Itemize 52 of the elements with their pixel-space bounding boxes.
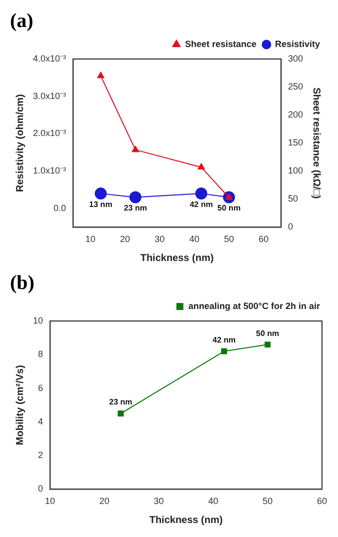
y-tick-label: 0	[38, 484, 44, 494]
x-tick-label: 20	[120, 234, 130, 244]
point	[132, 146, 139, 152]
x-axis-title: Thickness (nm)	[149, 514, 223, 526]
y-tick-label: 4	[38, 416, 44, 426]
x-tick-label: 30	[154, 234, 165, 244]
x-tick-label: 40	[189, 234, 200, 244]
x-tick-label: 30	[154, 496, 164, 506]
y2-tick-label: 0	[288, 222, 293, 232]
y-tick-label: 6	[38, 382, 44, 393]
y-tick-label: 2.0x10⁻³	[32, 128, 66, 138]
annotation: 13 nm	[89, 200, 112, 209]
annotation: 23 nm	[109, 398, 132, 407]
annotation: 50 nm	[256, 328, 280, 338]
y2-tick-label: 200	[288, 110, 304, 120]
y-tick-label: 1.0x10⁻³	[32, 166, 66, 176]
x-tick-label: 60	[258, 234, 269, 244]
y-tick-label: 4.0x10⁻³	[32, 53, 66, 64]
legend-label: Sheet resistance	[184, 38, 256, 49]
point	[97, 72, 104, 78]
y-tick-label: 0.0	[54, 202, 66, 213]
x-tick-label: 60	[316, 496, 327, 506]
point	[264, 342, 271, 348]
legend-label: annealing at 500°C for 2h in air	[188, 300, 320, 311]
annotation: 42 nm	[212, 335, 236, 344]
y2-tick-label: 250	[288, 82, 304, 92]
x-tick-label: 10	[85, 234, 96, 244]
y-tick-label: 8	[38, 349, 44, 360]
y2-axis-title: Sheet resistance (kΩ/□)	[310, 87, 322, 199]
y-axis-title: Resistivity (ohm/cm)	[14, 94, 26, 192]
point	[118, 410, 124, 416]
y2-tick-label: 50	[288, 194, 298, 204]
x-tick-label: 40	[208, 496, 218, 506]
y2-tick-label: 300	[288, 53, 304, 64]
legend-label: Resistivity	[274, 38, 320, 49]
x-axis-title: Thickness (nm)	[140, 252, 214, 264]
chart-title: (b)	[10, 272, 34, 294]
x-tick-label: 20	[99, 496, 110, 506]
x-tick-label: 50	[224, 234, 234, 244]
y-axis-title: Mobility (cm²/Vs)	[14, 365, 26, 446]
annotation: 42 nm	[190, 200, 213, 209]
y-tick-label: 3.0x10⁻³	[32, 90, 66, 101]
y2-tick-label: 100	[288, 166, 304, 176]
y-tick-label: 10	[32, 315, 44, 326]
annotation: 23 nm	[124, 204, 147, 212]
point	[221, 348, 228, 354]
point	[198, 163, 205, 170]
chart-title: (a)	[10, 10, 34, 32]
x-tick-label: 50	[262, 496, 273, 506]
annotation: 50 nm	[217, 204, 241, 212]
y-tick-label: 2	[38, 450, 44, 460]
y2-tick-label: 150	[288, 138, 304, 148]
